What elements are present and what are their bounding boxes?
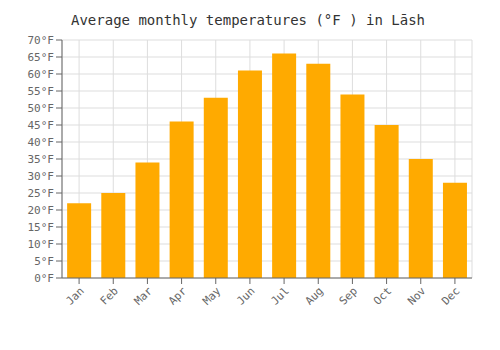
html-text:Average monthly temperatures (: Average monthly temperatures (°F ) in Lā… [71, 12, 425, 28]
svg-text:15°F: 15°F [28, 221, 55, 234]
svg-text:35°F: 35°F [28, 153, 55, 166]
svg-text:55°F: 55°F [28, 85, 55, 98]
svg-text:45°F: 45°F [28, 119, 55, 132]
svg-text:Sep: Sep [337, 284, 360, 307]
svg-text:May: May [200, 284, 224, 308]
svg-text:40°F: 40°F [28, 136, 55, 149]
svg-text:Mar: Mar [132, 284, 156, 308]
svg-text:65°F: 65°F [28, 51, 55, 64]
svg-text:Apr: Apr [166, 284, 190, 308]
svg-text:0°F: 0°F [34, 272, 54, 285]
svg-text:Aug: Aug [303, 284, 326, 307]
svg-text:Dec: Dec [439, 284, 462, 307]
svg-text:70°F: 70°F [28, 34, 55, 47]
svg-text:5°F: 5°F [34, 255, 54, 268]
svg-text:25°F: 25°F [28, 187, 55, 200]
svg-text:Jun: Jun [234, 284, 257, 307]
svg-text:Feb: Feb [98, 284, 121, 307]
svg-text:Jan: Jan [63, 284, 86, 307]
svg-text:30°F: 30°F [28, 170, 55, 183]
svg-text:20°F: 20°F [28, 204, 55, 217]
svg-text:10°F: 10°F [28, 238, 55, 251]
svg-text:50°F: 50°F [28, 102, 55, 115]
svg-text:Oct: Oct [371, 284, 394, 307]
svg-text:Nov: Nov [405, 284, 429, 308]
svg-text:60°F: 60°F [28, 68, 55, 81]
svg-text:Jul: Jul [268, 284, 291, 307]
